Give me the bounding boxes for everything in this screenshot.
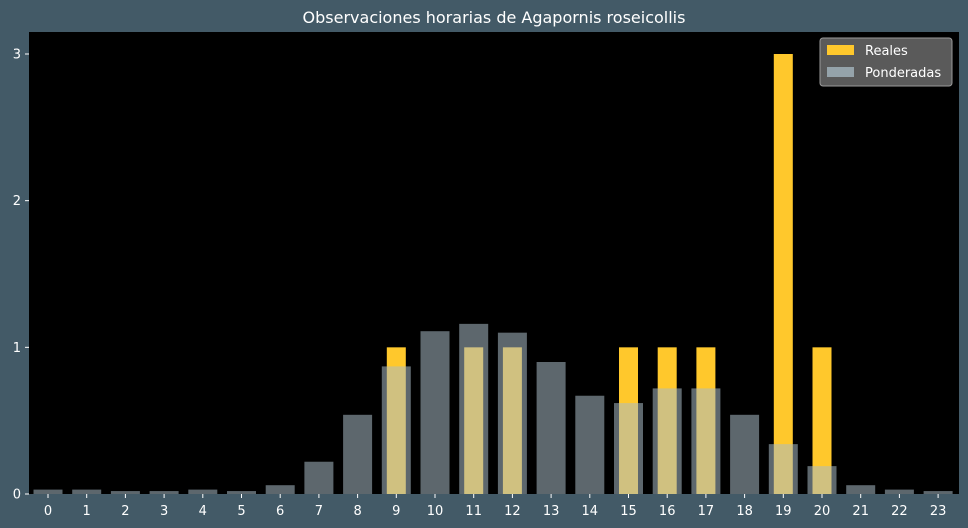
x-tick-label: 5 <box>237 504 245 519</box>
bar-ponderadas-4 <box>188 489 218 494</box>
plot-area <box>29 32 959 494</box>
bar-ponderadas-11 <box>459 323 489 494</box>
legend-swatch-reales <box>827 45 854 55</box>
x-tick-label: 2 <box>121 504 129 519</box>
x-tick-label: 21 <box>852 504 869 519</box>
bar-ponderadas-0 <box>33 489 63 494</box>
x-tick-label: 19 <box>775 504 792 519</box>
x-tick-label: 13 <box>543 504 560 519</box>
bar-ponderadas-22 <box>884 489 914 494</box>
x-tick-label: 16 <box>659 504 676 519</box>
y-axis-ticks: 0 1 2 3 <box>13 48 29 503</box>
x-axis-ticks: 0 1 2 3 4 5 6 7 8 9 10 11 12 13 14 15 16 17 18 19 20 21 22 23 <box>44 494 947 519</box>
x-tick-label: 20 <box>814 504 831 519</box>
bar-ponderadas-16 <box>652 388 682 494</box>
x-tick-label: 14 <box>582 504 599 519</box>
bar-ponderadas-19 <box>768 444 798 494</box>
y-tick-label: 2 <box>13 194 21 209</box>
legend-label-reales: Reales <box>865 44 908 59</box>
x-tick-label: 12 <box>504 504 521 519</box>
bar-ponderadas-6 <box>265 485 295 494</box>
bar-ponderadas-18 <box>730 414 760 494</box>
legend-swatch-ponderadas <box>827 67 854 77</box>
bar-ponderadas-9 <box>381 366 411 494</box>
x-tick-label: 23 <box>930 504 947 519</box>
bar-ponderadas-12 <box>497 332 527 494</box>
x-tick-label: 1 <box>83 504 91 519</box>
legend-label-ponderadas: Ponderadas <box>865 66 941 81</box>
y-tick-label: 3 <box>13 48 21 63</box>
x-tick-label: 10 <box>427 504 444 519</box>
bar-ponderadas-17 <box>691 388 721 494</box>
legend: Reales Ponderadas <box>819 37 953 87</box>
y-tick-label: 0 <box>13 488 21 503</box>
chart-title: Observaciones horarias de Agapornis rose… <box>303 8 686 27</box>
x-tick-label: 4 <box>199 504 207 519</box>
x-tick-label: 11 <box>465 504 482 519</box>
y-tick-label: 1 <box>13 341 21 356</box>
bar-ponderadas-15 <box>614 403 643 494</box>
x-tick-label: 0 <box>44 504 52 519</box>
bar-ponderadas-23 <box>923 491 953 494</box>
series-ponderadas-bars <box>33 323 953 494</box>
bar-ponderadas-7 <box>304 461 334 494</box>
x-tick-label: 9 <box>392 504 400 519</box>
bar-ponderadas-14 <box>575 395 605 494</box>
x-tick-label: 7 <box>315 504 323 519</box>
bar-ponderadas-20 <box>807 466 837 494</box>
x-tick-label: 22 <box>891 504 908 519</box>
bar-ponderadas-8 <box>343 414 373 494</box>
bar-ponderadas-5 <box>227 491 256 494</box>
x-tick-label: 15 <box>620 504 637 519</box>
x-tick-label: 18 <box>736 504 753 519</box>
bar-ponderadas-3 <box>149 491 179 494</box>
bar-ponderadas-13 <box>536 362 566 494</box>
bar-ponderadas-10 <box>420 331 450 494</box>
x-tick-label: 8 <box>353 504 361 519</box>
bar-reales-19 <box>773 54 793 494</box>
bar-ponderadas-2 <box>110 491 140 494</box>
x-tick-label: 3 <box>160 504 168 519</box>
x-tick-label: 6 <box>276 504 284 519</box>
bar-ponderadas-1 <box>72 489 102 494</box>
bar-ponderadas-21 <box>846 485 876 494</box>
x-tick-label: 17 <box>698 504 715 519</box>
bar-reales-20 <box>812 347 832 494</box>
